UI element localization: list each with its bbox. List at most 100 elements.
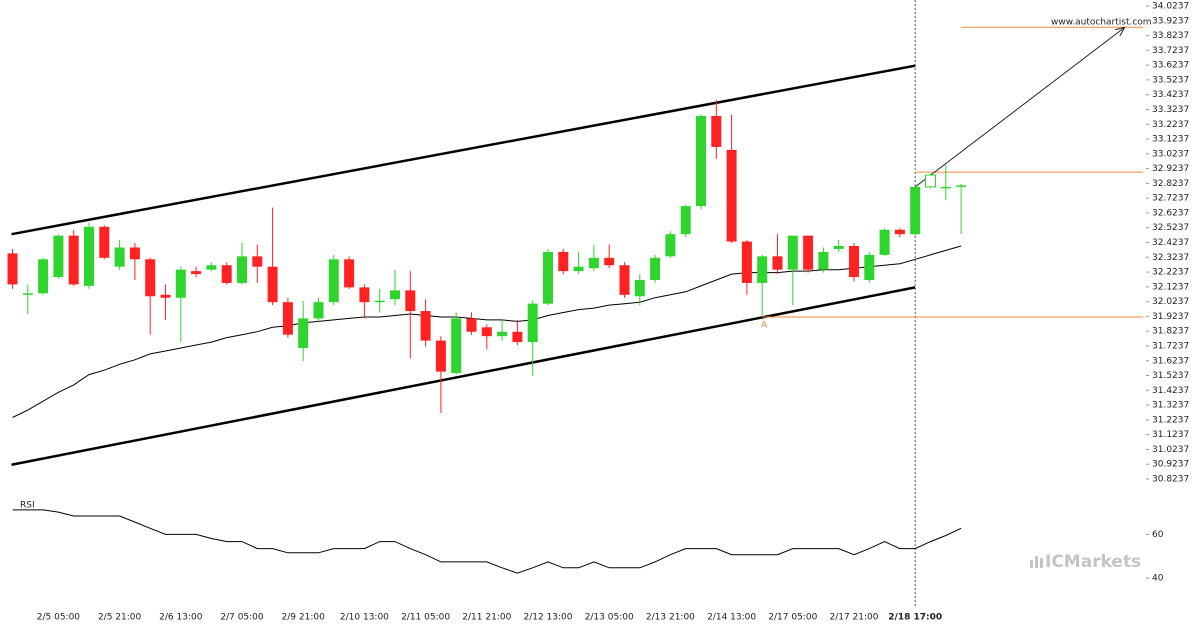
x-tick-label: 2/12 13:00: [523, 613, 572, 623]
candle-body: [114, 247, 125, 267]
y-tick-label: 32.6237: [1152, 208, 1189, 218]
candle-body: [252, 256, 263, 267]
candle-body: [864, 254, 875, 281]
candle-body: [344, 259, 355, 288]
x-tick-label: 2/6 13:00: [159, 613, 203, 623]
candle-body: [390, 290, 400, 300]
y-tick-label: 32.9237: [1152, 164, 1189, 174]
y-tick-label: 31.8237: [1152, 327, 1189, 337]
candle-body: [665, 234, 676, 257]
x-tick-label: 2/7 05:00: [220, 613, 264, 623]
candle-body: [221, 265, 232, 283]
arrow-head: [1114, 26, 1126, 37]
y-tick-label: 33.5237: [1152, 75, 1189, 85]
y-tick-label: 32.4237: [1152, 238, 1189, 248]
y-tick-label: 31.7237: [1152, 341, 1189, 351]
x-tick-label: 2/9 21:00: [282, 613, 326, 623]
y-tick-label: 33.8237: [1152, 31, 1189, 41]
brand-icon: [1030, 556, 1043, 568]
y-tick-label: 33.0237: [1152, 149, 1189, 159]
candle-body: [38, 259, 49, 294]
candle-body: [68, 235, 79, 285]
candle-body: [711, 115, 722, 147]
y-tick-label: 31.2237: [1152, 415, 1189, 425]
y-tick-label: 32.8237: [1152, 179, 1189, 189]
y-tick-label: 34.0237: [1152, 2, 1189, 12]
x-tick-label: 2/10 13:00: [340, 613, 389, 623]
x-tick-label: 2/11 05:00: [401, 613, 450, 623]
candle-body: [328, 259, 339, 303]
candle-body: [420, 311, 431, 341]
y-tick-label: 31.0237: [1152, 445, 1189, 455]
channel-upper: [11, 64, 916, 236]
candle-body: [527, 303, 538, 343]
candle-body: [99, 226, 110, 258]
candle-body: [849, 246, 859, 278]
candle-body: [925, 174, 936, 188]
candle-body: [741, 241, 752, 283]
candle-body: [543, 251, 553, 304]
y-tick-label: 30.8237: [1152, 475, 1189, 485]
candle-body: [894, 229, 905, 235]
candle-body: [803, 235, 814, 270]
y-tick-label: 32.0237: [1152, 297, 1189, 307]
y-tick-label: 32.3237: [1152, 253, 1189, 263]
candle-body: [757, 256, 768, 283]
x-tick-label: 2/11 21:00: [462, 613, 511, 623]
y-tick-label: 33.1237: [1152, 135, 1189, 145]
candle-body: [956, 185, 967, 187]
candle-body: [160, 294, 171, 298]
y-tick-label: 33.7237: [1152, 46, 1189, 56]
candle-body: [833, 246, 844, 249]
y-tick-label: 32.1237: [1152, 282, 1189, 292]
candle-body: [191, 271, 202, 275]
forecast-arrow: [914, 26, 1126, 188]
candle-body: [497, 331, 508, 337]
y-tick-label: 31.4237: [1152, 386, 1189, 396]
candle-body: [680, 206, 691, 235]
watermark: www.autochartist.com: [1051, 18, 1152, 28]
rsi-title: RSI: [20, 501, 35, 511]
candle-body: [634, 280, 645, 297]
candle-body: [145, 259, 156, 297]
candle-body: [619, 265, 630, 295]
candle-body: [282, 302, 293, 335]
brand: ICMarkets: [1045, 552, 1141, 572]
candle-body: [374, 300, 385, 303]
candle-body: [84, 226, 94, 286]
y-tick-label: 31.3237: [1152, 401, 1189, 411]
x-tick-label: 2/14 13:00: [707, 613, 756, 623]
y-tick-label: 31.5237: [1152, 371, 1189, 381]
moving-average: [12, 245, 962, 418]
y-tick-label: 32.5237: [1152, 223, 1189, 233]
y-tick-label: 32.2237: [1152, 268, 1189, 278]
candle-body: [206, 265, 217, 270]
candle-body: [650, 257, 661, 281]
y-tick-label: 33.3237: [1152, 105, 1189, 115]
candle-body: [435, 340, 446, 372]
candle-body: [879, 229, 890, 255]
candle-body: [696, 115, 706, 207]
y-tick-label: 30.9237: [1152, 460, 1189, 470]
y-tick-label: 33.2237: [1152, 120, 1189, 130]
rsi-line: [12, 509, 962, 574]
rsi-tick-label: 40: [1152, 574, 1164, 584]
candle-body: [313, 302, 324, 319]
y-tick-label: 31.1237: [1152, 430, 1189, 440]
x-tick-label: 2/17 05:00: [768, 613, 817, 623]
y-tick-label: 33.6237: [1152, 61, 1189, 71]
candle-body: [573, 266, 584, 272]
candle-body: [910, 186, 921, 235]
y-tick-label: 31.9237: [1152, 312, 1189, 322]
candle-body: [451, 318, 462, 374]
candle-body: [940, 186, 951, 189]
level-label: A: [761, 320, 768, 330]
candle-body: [588, 257, 599, 269]
candle-body: [129, 247, 140, 260]
candle-body: [237, 256, 247, 283]
candle-body: [298, 318, 309, 348]
candle-body: [512, 331, 523, 343]
candle-body: [772, 256, 783, 270]
